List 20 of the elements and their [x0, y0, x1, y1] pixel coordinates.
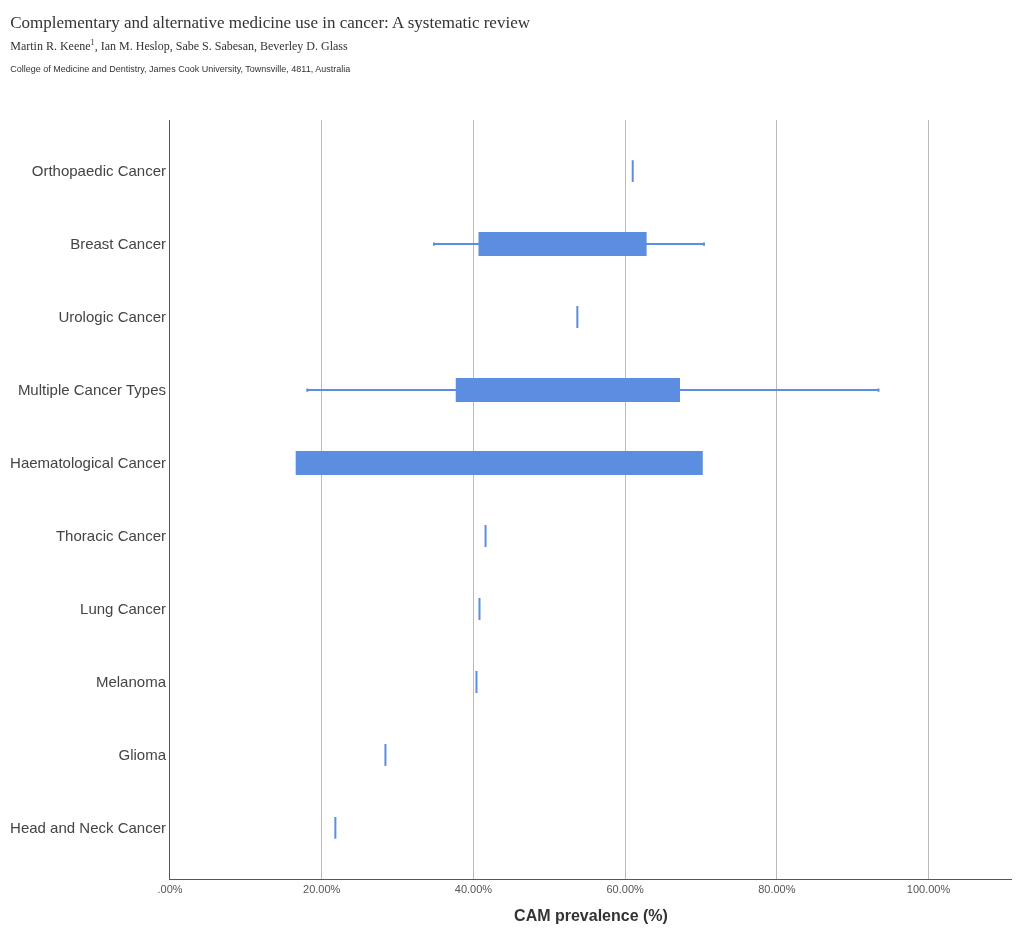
y-tick-label: Orthopaedic Cancer	[31, 162, 166, 180]
x-tick-label: 40.00%	[454, 883, 493, 896]
chart-title: Complementary and alternative medicine use in cancer: A systematic review	[10, 13, 531, 33]
x-tick-label: .00%	[157, 883, 183, 896]
y-tick-label: Breast Cancer	[70, 235, 166, 253]
y-tick-label: Glioma	[118, 746, 167, 764]
y-tick-label: Multiple Cancer Types	[17, 381, 166, 399]
chart-subtitle: Martin R. Keene$^{1}$, Ian M. Heslop, Sabe S. Sabesan, Beverley D. Glass	[10, 38, 349, 54]
x-axis-title: CAM prevalence (%)	[514, 906, 668, 924]
x-tick-label: 100.00%	[906, 883, 951, 896]
text: College of Medicine and Dentistry, James Cook University, Townsville, 4811, Australia	[10, 64, 351, 75]
y-tick-label: Head and Neck Cancer	[10, 819, 166, 837]
x-tick-label: 60.00%	[606, 883, 645, 896]
y-tick-label: Urologic Cancer	[58, 308, 166, 326]
x-tick-label: 20.00%	[303, 883, 341, 896]
y-tick-label: Lung Cancer	[80, 600, 166, 618]
y-tick-label: Melanoma	[95, 673, 167, 691]
y-tick-label: Haematological Cancer	[10, 454, 166, 472]
x-tick-label: 80.00%	[758, 883, 796, 896]
y-tick-label: Thoracic Cancer	[55, 527, 166, 545]
